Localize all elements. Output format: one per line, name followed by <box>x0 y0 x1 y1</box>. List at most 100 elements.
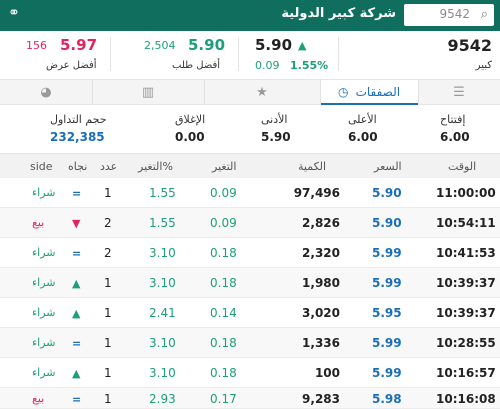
quote-divider <box>238 37 239 71</box>
tab-trades-label: الصفقات <box>355 85 401 99</box>
trade-price: 5.90 <box>372 186 402 200</box>
direction-equal-icon: = <box>72 337 82 350</box>
trade-percent: 2.93 <box>149 392 176 406</box>
trade-qty: 1,336 <box>302 336 340 350</box>
trade-side: شراء <box>32 186 56 199</box>
star-icon: ★ <box>256 85 268 100</box>
volume-value: 232,385 <box>50 130 105 144</box>
trade-price: 5.95 <box>372 306 402 320</box>
col-time[interactable]: الوقت <box>448 160 477 173</box>
trade-percent: 2.41 <box>149 306 176 320</box>
trade-time: 10:16:08 <box>436 392 496 406</box>
table-row[interactable]: 11:00:00 5.90 97,496 0.09 1.55 1 = شراء <box>0 178 500 208</box>
trade-percent: 3.10 <box>149 336 176 350</box>
open-label: إفتتاح <box>440 113 466 126</box>
change-value: 0.09 <box>255 59 280 72</box>
direction-down-icon: ▼ <box>72 217 81 230</box>
quote-panel: 9542 كبير 5.90 ▲ 0.09 1.55% 5.90 2,504 أ… <box>0 31 500 77</box>
tab-chart[interactable]: ▥ <box>92 80 204 105</box>
volume-label: حجم التداول <box>50 113 107 126</box>
open-value: 6.00 <box>440 130 470 144</box>
ask-quantity: 156 <box>26 39 47 52</box>
col-percent[interactable]: التغير% <box>138 160 173 173</box>
trade-count: 2 <box>104 246 112 260</box>
col-qty[interactable]: الكمية <box>298 160 327 173</box>
high-label: الأعلى <box>348 113 377 126</box>
table-row[interactable]: 10:28:55 5.99 1,336 0.18 3.10 1 = شراء <box>0 328 500 358</box>
trade-price: 5.98 <box>372 392 402 406</box>
trade-time: 10:16:57 <box>436 366 496 380</box>
trade-price: 5.90 <box>372 216 402 230</box>
tab-analysis[interactable]: ◕ <box>0 80 92 105</box>
col-side[interactable]: side <box>30 160 53 173</box>
col-change[interactable]: التغير <box>212 160 237 173</box>
direction-up-icon: ▲ <box>72 307 81 320</box>
trade-side: شراء <box>32 366 56 379</box>
trade-percent: 1.55 <box>149 186 176 200</box>
symbol-search[interactable]: ⌕ 9542 <box>404 4 494 26</box>
trade-price: 5.99 <box>372 246 402 260</box>
last-price: 5.90 <box>255 36 293 54</box>
trade-change: 0.17 <box>210 392 237 406</box>
trade-qty: 100 <box>314 366 340 380</box>
bar-chart-icon: ▥ <box>141 85 155 100</box>
trade-change: 0.14 <box>210 306 237 320</box>
link-icon[interactable]: ⚭ <box>8 5 20 21</box>
bid-label: أفضل طلب <box>172 60 221 71</box>
trade-side: شراء <box>32 246 56 259</box>
col-count[interactable]: عدد <box>100 160 118 173</box>
price-up-icon: ▲ <box>298 39 307 52</box>
trade-time: 10:39:37 <box>436 306 496 320</box>
high-value: 6.00 <box>348 130 378 144</box>
direction-up-icon: ▲ <box>72 367 81 380</box>
table-row[interactable]: 10:16:57 5.99 100 0.18 3.10 1 ▲ شراء <box>0 358 500 388</box>
table-row[interactable]: 10:41:53 5.99 2,320 0.18 3.10 2 = شراء <box>0 238 500 268</box>
trade-change: 0.09 <box>210 216 237 230</box>
trades-table-header: الوقت السعر الكمية التغير التغير% عدد نج… <box>0 153 500 178</box>
trade-time: 10:54:11 <box>436 216 496 230</box>
trade-time: 10:28:55 <box>436 336 496 350</box>
tab-favorites[interactable]: ★ <box>204 80 320 105</box>
tab-list[interactable]: ☰ <box>418 80 500 105</box>
ask-label: أفضل عرض <box>46 60 97 71</box>
trade-change: 0.18 <box>210 276 237 290</box>
trade-count: 2 <box>104 216 112 230</box>
table-row[interactable]: 10:39:37 5.95 3,020 0.14 2.41 1 ▲ شراء <box>0 298 500 328</box>
col-direction[interactable]: نجاه <box>68 160 88 173</box>
trade-side: شراء <box>32 306 56 319</box>
tab-bar: ☰ ◷ الصفقات ★ ▥ ◕ <box>0 79 500 105</box>
app-header: ⌕ 9542 شركة كبير الدولية ⚭ <box>0 0 500 31</box>
trade-percent: 3.10 <box>149 246 176 260</box>
change-percent: 1.55% <box>290 59 329 72</box>
trade-change: 0.18 <box>210 336 237 350</box>
direction-equal-icon: = <box>72 187 82 200</box>
trade-time: 11:00:00 <box>436 186 496 200</box>
bid-quantity: 2,504 <box>144 39 176 52</box>
col-price[interactable]: السعر <box>374 160 402 173</box>
tab-trades[interactable]: ◷ الصفقات <box>320 80 418 105</box>
trade-qty: 2,826 <box>302 216 340 230</box>
quote-divider <box>338 37 339 71</box>
trade-count: 1 <box>104 306 112 320</box>
pie-chart-icon: ◕ <box>40 85 52 100</box>
table-row[interactable]: 10:39:37 5.99 1,980 0.18 3.10 1 ▲ شراء <box>0 268 500 298</box>
trade-side: شراء <box>32 276 56 289</box>
trade-price: 5.99 <box>372 276 402 290</box>
trade-percent: 3.10 <box>149 276 176 290</box>
close-value: 0.00 <box>175 130 205 144</box>
search-icon: ⌕ <box>480 7 488 22</box>
table-row[interactable]: 10:54:11 5.90 2,826 0.09 1.55 2 ▼ بيع <box>0 208 500 238</box>
trade-count: 1 <box>104 336 112 350</box>
trade-percent: 1.55 <box>149 216 176 230</box>
search-input[interactable]: 9542 <box>439 7 470 21</box>
trade-qty: 2,320 <box>302 246 340 260</box>
table-row[interactable]: 10:16:08 5.98 9,283 0.17 2.93 1 = بيع <box>0 388 500 409</box>
low-label: الأدنى <box>261 113 288 126</box>
trade-qty: 1,980 <box>302 276 340 290</box>
quote-divider <box>110 37 111 71</box>
trade-side: شراء <box>32 336 56 349</box>
trade-time: 10:41:53 <box>436 246 496 260</box>
direction-equal-icon: = <box>72 247 82 260</box>
direction-equal-icon: = <box>72 393 82 406</box>
trade-count: 1 <box>104 276 112 290</box>
